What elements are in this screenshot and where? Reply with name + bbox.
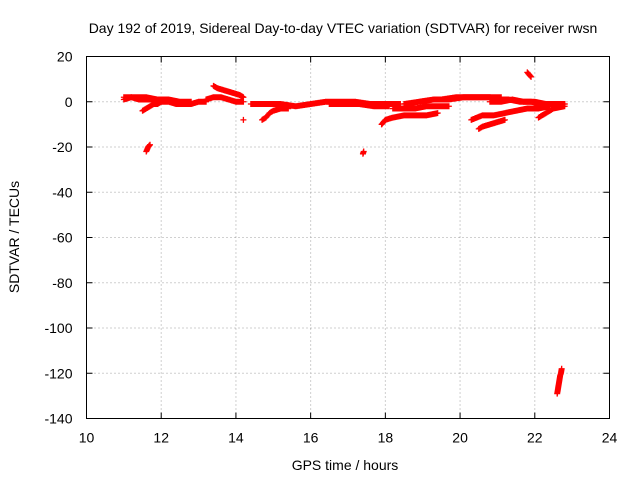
series-arc-20.5-21.3 [475, 116, 508, 132]
y-tick-label: -80 [52, 275, 72, 291]
x-axis-title: GPS time / hours [292, 457, 399, 473]
data-point-marks [475, 116, 508, 132]
data-point-marks [524, 69, 535, 80]
series-arc-22.1-22.8 [535, 103, 568, 121]
y-tick-label: -20 [52, 139, 72, 155]
series-arc-11.6-11.7 [143, 141, 154, 155]
data-point-marks [438, 94, 505, 103]
y-tick-label: -140 [44, 411, 72, 427]
plot-frame [86, 56, 610, 419]
series-arc-18.2-19.8 [389, 103, 452, 112]
x-tick-label: 18 [378, 430, 394, 446]
data-point-marks [359, 148, 367, 157]
series-arc-21.0-22.8 [494, 96, 568, 108]
x-tick-label: 24 [602, 430, 618, 446]
data-point-marks [143, 141, 154, 155]
series-arc-21.8-21.9 [524, 69, 535, 80]
y-tick-label: 0 [65, 94, 73, 110]
data-point-marks [240, 116, 247, 123]
data-point-marks [326, 101, 393, 110]
axis-ticks: 10 12 14 16 18 20 22 24 20 0 -20 -40 -60 -80 -100 -120 -… [44, 49, 617, 446]
data-point-marks [139, 98, 165, 114]
data-point-marks [389, 103, 452, 112]
x-tick-label: 22 [527, 430, 543, 446]
y-tick-label: -100 [44, 320, 72, 336]
series-arc-13.2-14.2 [203, 94, 247, 105]
data-point-marks [210, 82, 247, 101]
x-tick-label: 16 [303, 430, 319, 446]
data-point-marks [203, 94, 247, 105]
y-axis-title: SDTVAR / TECUs [6, 181, 22, 293]
y-tick-label: -60 [52, 230, 72, 246]
data-point-marks [468, 103, 553, 123]
y-tick-label: -120 [44, 365, 72, 381]
x-tick-label: 10 [79, 430, 95, 446]
series-arc-14.2 [240, 116, 247, 123]
data-points [120, 69, 568, 397]
series-arc-11.5-12.0 [139, 98, 165, 114]
x-tick-label: 12 [153, 430, 169, 446]
series-arc-16.5-18.2 [326, 101, 393, 110]
series-arc-17.4 [359, 148, 367, 157]
y-tick-label: -40 [52, 184, 72, 200]
series-arc-17.9-19.4 [378, 110, 441, 128]
series-arc-19.5-21.3 [438, 94, 505, 103]
series-arc-20.3-22.5 [468, 103, 553, 123]
data-point-marks [554, 365, 565, 397]
series-arc-22.6-22.7 [554, 365, 565, 397]
data-point-marks [535, 103, 568, 121]
x-tick-label: 20 [452, 430, 468, 446]
series-arc-14.7-15.5 [259, 105, 292, 123]
series-arc-13.4-14.2 [210, 82, 247, 101]
data-point-marks [259, 105, 292, 123]
y-tick-label: 20 [57, 49, 73, 65]
chart-title: Day 192 of 2019, Sidereal Day-to-day VTE… [89, 20, 598, 36]
grid-lines [86, 56, 610, 419]
data-point-marks [494, 96, 568, 108]
data-point-marks [378, 110, 441, 128]
x-tick-label: 14 [228, 430, 244, 446]
